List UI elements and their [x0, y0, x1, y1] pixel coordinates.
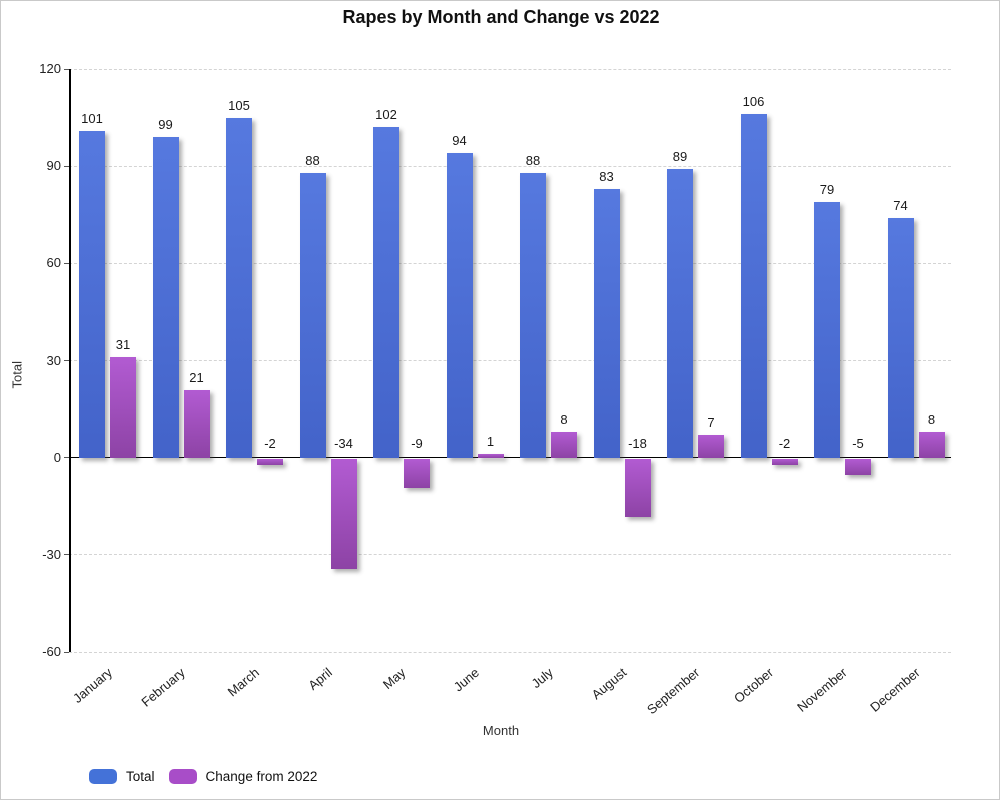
y-tick-label-120: 120: [39, 61, 61, 76]
gridline-60: [69, 262, 951, 264]
x-tick-label-may: May: [380, 664, 409, 693]
bar-value-january-0: 101: [81, 110, 103, 126]
y-axis-tick--30: [64, 554, 69, 556]
bar-value-february-1: 21: [189, 369, 204, 385]
legend: Total Change from 2022: [89, 769, 317, 784]
gridline-120: [69, 68, 951, 70]
x-tick-label-july: July: [528, 664, 556, 692]
x-tick-label-december: December: [867, 664, 924, 715]
x-tick-label-october: October: [730, 664, 777, 706]
x-axis-zero-line: [69, 456, 951, 459]
gridline--60: [69, 651, 951, 653]
bar-value-april-1: -34: [334, 435, 353, 451]
y-axis-tick-60: [64, 262, 69, 264]
bar-value-february-0: 99: [158, 117, 173, 133]
y-axis-title: Total: [9, 361, 25, 389]
bar-value-october-1: -2: [778, 435, 791, 451]
bar-value-june-1: 1: [486, 434, 495, 450]
bar-total-november: [814, 201, 840, 458]
y-axis-tick-30: [64, 360, 69, 361]
bar-total-december: [887, 217, 914, 458]
y-tick-label-30: 30: [46, 352, 61, 368]
bar-total-june: [446, 153, 473, 458]
bar-value-september-1: 7: [707, 414, 715, 430]
bar-value-january-1: 31: [115, 337, 131, 353]
legend-swatch-change: [168, 769, 197, 784]
x-tick-label-march: March: [224, 664, 262, 700]
bar-total-april: [299, 172, 326, 458]
bar-value-march-1: -2: [264, 435, 276, 451]
x-tick-label-april: April: [305, 664, 336, 693]
x-tick-label-september: September: [644, 664, 703, 718]
bar-value-may-1: -9: [411, 435, 423, 451]
x-tick-label-august: August: [588, 664, 630, 703]
bar-total-october: [740, 114, 767, 458]
bar-change-from-2022-april: [330, 458, 357, 569]
bar-change-from-2022-may: [404, 458, 430, 488]
x-tick-label-february: February: [138, 664, 189, 710]
bar-total-march: [226, 117, 252, 458]
bar-value-november-0: 79: [819, 181, 835, 197]
y-axis-tick-0: [64, 457, 69, 459]
y-tick-label-0: 0: [53, 449, 61, 465]
legend-swatch-total: [89, 769, 117, 784]
bar-total-january: [79, 130, 105, 458]
x-axis-title: Month: [482, 723, 520, 738]
bar-value-december-0: 74: [893, 197, 908, 213]
x-tick-label-june: June: [450, 664, 483, 695]
bar-value-april-0: 88: [305, 152, 320, 168]
x-tick-label-november: November: [793, 664, 850, 715]
bar-value-september-0: 89: [672, 149, 688, 165]
bar-value-june-0: 94: [452, 133, 467, 149]
gridline-90: [69, 165, 951, 167]
bar-value-august-0: 83: [599, 168, 614, 184]
bar-change-from-2022-september: [698, 434, 724, 458]
bar-change-from-2022-august: [624, 458, 651, 517]
y-axis-tick--60: [64, 651, 69, 653]
chart-title: Rapes by Month and Change vs 2022: [342, 7, 660, 27]
bar-value-july-0: 88: [525, 152, 541, 168]
y-axis-tick-120: [64, 68, 69, 70]
bar-change-from-2022-june: [477, 454, 504, 458]
bar-total-july: [520, 172, 546, 458]
y-axis-tick-90: [64, 165, 69, 167]
legend-label-total: Total: [126, 769, 155, 784]
bar-change-from-2022-november: [845, 458, 871, 475]
bar-total-september: [667, 169, 693, 458]
bar-value-october-0: 106: [742, 94, 765, 110]
bar-total-august: [593, 188, 620, 458]
y-axis-line: [69, 69, 71, 652]
bar-value-may-0: 102: [375, 107, 397, 123]
bar-change-from-2022-march: [257, 458, 283, 466]
bar-change-from-2022-july: [551, 431, 577, 458]
y-tick-label--30: -30: [42, 546, 61, 562]
gridline-30: [69, 360, 951, 361]
bar-value-july-1: 8: [560, 411, 568, 427]
legend-item-change: Change from 2022: [168, 769, 318, 784]
gridline--30: [69, 554, 951, 556]
bar-value-march-0: 105: [228, 97, 250, 113]
x-tick-label-january: January: [69, 664, 115, 706]
legend-label-change: Change from 2022: [205, 769, 318, 784]
bar-change-from-2022-january: [110, 357, 136, 458]
y-tick-label-90: 90: [46, 158, 61, 174]
bar-change-from-2022-december: [918, 431, 945, 458]
legend-item-total: Total: [89, 769, 155, 784]
bar-total-may: [373, 127, 399, 458]
bar-change-from-2022-february: [183, 389, 210, 458]
bar-total-february: [152, 137, 179, 458]
y-tick-label--60: -60: [42, 644, 61, 659]
bar-value-november-1: -5: [852, 435, 864, 451]
bar-value-august-1: -18: [628, 435, 647, 451]
bar-change-from-2022-october: [771, 458, 798, 466]
bar-value-december-1: 8: [927, 411, 936, 427]
y-tick-label-60: 60: [46, 255, 61, 271]
